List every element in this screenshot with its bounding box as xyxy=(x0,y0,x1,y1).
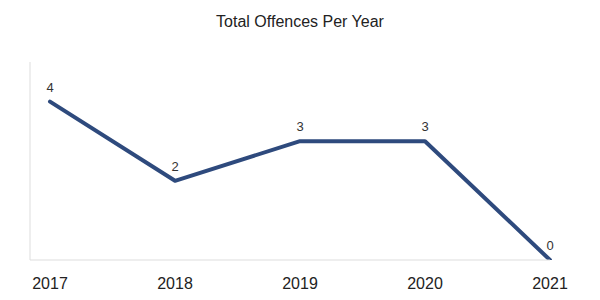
svg-text:3: 3 xyxy=(296,119,303,134)
svg-text:2018: 2018 xyxy=(157,275,193,292)
svg-text:2021: 2021 xyxy=(532,275,568,292)
svg-text:2017: 2017 xyxy=(32,275,68,292)
svg-text:2019: 2019 xyxy=(282,275,318,292)
svg-text:2: 2 xyxy=(171,159,178,174)
html-text:Total Offences Per Year: Total Offences Per Year xyxy=(216,13,384,30)
svg-text:0: 0 xyxy=(546,238,553,253)
svg-text:3: 3 xyxy=(421,119,428,134)
svg-text:4: 4 xyxy=(46,80,53,95)
svg-text:2020: 2020 xyxy=(407,275,443,292)
